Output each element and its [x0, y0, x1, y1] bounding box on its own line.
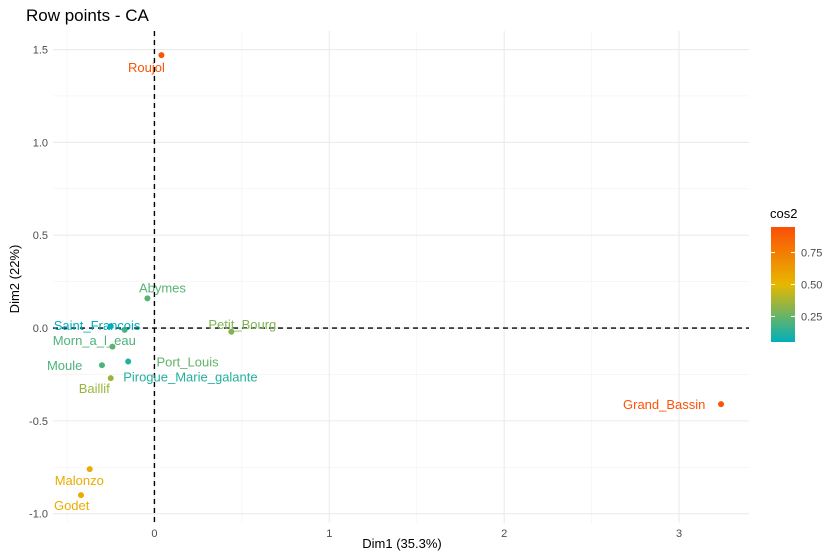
- y-tick-label: -1.0: [29, 509, 48, 521]
- point-label: Malonzo: [55, 473, 104, 488]
- x-axis-title: Dim1 (35.3%): [362, 536, 441, 551]
- point-label: Godet: [54, 498, 90, 513]
- data-point-petit-bourg: [228, 328, 235, 335]
- data-point-morn-a-l-eau: [121, 326, 128, 333]
- tick-labels: 0 1 2 3 -1.0 -0.5 0.0 0.5 1.0 1.5: [29, 45, 682, 540]
- y-tick-label: 0.5: [33, 230, 48, 242]
- x-tick-label: 1: [326, 528, 332, 540]
- legend-tick-label: 0.25: [801, 311, 822, 323]
- y-tick-label: 0.0: [33, 323, 48, 335]
- y-tick-label: 1.5: [33, 45, 48, 57]
- data-point-port-louis: [109, 343, 116, 350]
- data-point-godet: [77, 492, 84, 499]
- legend-tick-label: 0.75: [801, 248, 822, 260]
- point-label: Grand_Bassin: [623, 397, 705, 412]
- legend-title: cos2: [770, 206, 797, 221]
- data-point-moule: [98, 362, 105, 369]
- point-label: Petit_Bourg: [208, 317, 276, 332]
- x-tick-label: 2: [501, 528, 507, 540]
- data-points: [77, 52, 725, 499]
- reference-lines: [53, 31, 749, 523]
- x-tick-label: 3: [676, 528, 682, 540]
- data-point-pirogue-marie-galante: [125, 358, 132, 365]
- y-axis-title: Dim2 (22%): [7, 245, 22, 314]
- point-label: Saint_Francois: [54, 318, 141, 333]
- grid: [53, 31, 749, 523]
- data-point-malonzo: [86, 466, 93, 473]
- point-label: Morn_a_l_eau: [53, 333, 136, 348]
- x-tick-label: 0: [151, 528, 157, 540]
- data-point-saint-francois: [107, 323, 114, 330]
- legend: cos2 0.25 0.50 0.75: [770, 206, 822, 342]
- point-label: Moule: [47, 358, 82, 373]
- data-point-grand-bassin: [718, 401, 725, 408]
- data-point-roujol: [158, 52, 165, 59]
- point-label: Roujol: [128, 60, 165, 75]
- point-labels: Roujol Abymes Saint_Francois Petit_Bourg Mor…: [47, 60, 705, 513]
- point-label: Abymes: [139, 280, 186, 295]
- point-label: Baillif: [79, 381, 110, 396]
- chart-title: Row points - CA: [26, 6, 149, 25]
- point-label: Port_Louis: [156, 355, 219, 370]
- data-point-abymes: [144, 295, 151, 302]
- y-tick-label: -0.5: [29, 416, 48, 428]
- y-tick-label: 1.0: [33, 137, 48, 149]
- legend-tick-label: 0.50: [801, 280, 822, 292]
- legend-ticks: 0.25 0.50 0.75: [771, 248, 822, 323]
- data-point-baillif: [107, 375, 114, 382]
- point-label: Pirogue_Marie_galante: [123, 369, 257, 384]
